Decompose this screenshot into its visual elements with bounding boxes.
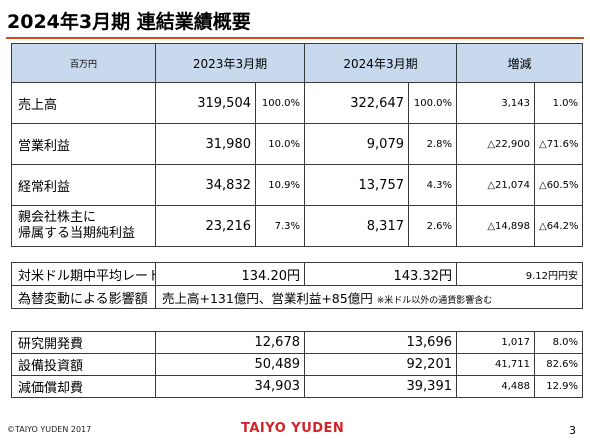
change-value: 1,017 xyxy=(456,331,535,354)
fy2023-value: 23,216 xyxy=(155,205,256,247)
fy2023-value: 34,903 xyxy=(155,375,305,398)
results-summary-table: 百万円 2023年3月期 2024年3月期 増減 売上高 319,504 100… xyxy=(11,43,584,247)
fy2023-header: 2023年3月期 xyxy=(155,43,305,83)
fy2024-value: 8,317 xyxy=(304,205,409,247)
change-value: 3,143 xyxy=(456,82,535,124)
page-title: 2024年3月期 連結業績概要 xyxy=(7,11,251,33)
fx-impact-text: 売上高+131億円、営業利益+85億円 xyxy=(162,290,373,306)
fy2023-ratio: 10.9% xyxy=(255,164,305,206)
table-header-row: 百万円 2023年3月期 2024年3月期 増減 xyxy=(11,43,584,83)
fy2024-ratio: 2.6% xyxy=(408,205,457,247)
fy2024-value: 322,647 xyxy=(304,82,409,124)
fy2024-header: 2024年3月期 xyxy=(304,43,457,83)
fx-impact-row: 為替変動による影響額 売上高+131億円、営業利益+85億円 ※米ドル以外の通貨… xyxy=(11,285,583,309)
change-percent: 12.9% xyxy=(534,375,583,398)
fx-rate-change: 9.12円円安 xyxy=(456,262,583,286)
change-percent: 1.0% xyxy=(533,82,584,124)
copyright-text: ©TAIYO YUDEN 2017 xyxy=(7,425,92,434)
table-row-capex: 設備投資額 50,489 92,201 41,711 82.6% xyxy=(11,353,583,376)
table-row-net-income: 親会社株主に 帰属する当期純利益 23,216 7.3% 8,317 2.6% … xyxy=(11,205,584,247)
fx-rate-row: 対米ドル期中平均レート 134.20円 143.32円 9.12円円安 xyxy=(11,262,583,286)
fy2024-ratio: 4.3% xyxy=(408,164,457,206)
fy2024-ratio: 2.8% xyxy=(408,123,457,165)
fx-rate-fy2024: 143.32円 xyxy=(304,262,457,286)
table-row-ordinary-income: 経常利益 34,832 10.9% 13,757 4.3% △21,074 △6… xyxy=(11,164,584,206)
fx-impact-note: ※米ドル以外の通貨影響含む xyxy=(376,295,493,306)
unit-header: 百万円 xyxy=(11,43,156,83)
fy2023-ratio: 7.3% xyxy=(255,205,305,247)
fy2023-value: 12,678 xyxy=(155,331,305,354)
change-value: 41,711 xyxy=(456,353,535,376)
change-value: △22,900 xyxy=(456,123,535,165)
row-label: 経常利益 xyxy=(11,164,156,206)
table-row-operating-income: 営業利益 31,980 10.0% 9,079 2.8% △22,900 △71… xyxy=(11,123,584,165)
table-row-rd-expense: 研究開発費 12,678 13,696 1,017 8.0% xyxy=(11,331,583,354)
fy2024-value: 39,391 xyxy=(304,375,457,398)
company-logo: TAIYO YUDEN xyxy=(241,421,345,436)
fy2023-value: 50,489 xyxy=(155,353,305,376)
fx-rate-label: 対米ドル期中平均レート xyxy=(11,262,156,286)
fx-impact-label: 為替変動による影響額 xyxy=(11,285,156,309)
fx-impact-cell: 売上高+131億円、営業利益+85億円 ※米ドル以外の通貨影響含む xyxy=(155,285,583,309)
fy2023-ratio: 100.0% xyxy=(255,82,305,124)
row-label: 減価償却費 xyxy=(11,375,156,398)
row-label: 研究開発費 xyxy=(11,331,156,354)
change-percent: △71.6% xyxy=(533,123,584,165)
page-number: 3 xyxy=(569,424,576,437)
change-percent: △60.5% xyxy=(533,164,584,206)
fy2024-value: 13,696 xyxy=(304,331,457,354)
change-header: 増減 xyxy=(455,43,584,83)
fy2023-value: 34,832 xyxy=(155,164,256,206)
change-percent: 8.0% xyxy=(534,331,583,354)
fy2023-value: 319,504 xyxy=(155,82,256,124)
table-row-depreciation: 減価償却費 34,903 39,391 4,488 12.9% xyxy=(11,375,583,398)
table-row-net-sales: 売上高 319,504 100.0% 322,647 100.0% 3,143 … xyxy=(11,82,584,124)
fx-table: 対米ドル期中平均レート 134.20円 143.32円 9.12円円安 為替変動… xyxy=(11,262,583,309)
fx-rate-fy2023: 134.20円 xyxy=(155,262,305,286)
title-underline xyxy=(6,37,584,39)
investment-table: 研究開発費 12,678 13,696 1,017 8.0% 設備投資額 50,… xyxy=(11,331,583,398)
change-value: △21,074 xyxy=(456,164,535,206)
change-value: 4,488 xyxy=(456,375,535,398)
fy2024-ratio: 100.0% xyxy=(408,82,457,124)
row-label: 売上高 xyxy=(11,82,156,124)
change-percent: 82.6% xyxy=(534,353,583,376)
row-label: 親会社株主に 帰属する当期純利益 xyxy=(11,205,156,247)
row-label: 営業利益 xyxy=(11,123,156,165)
change-percent: △64.2% xyxy=(533,205,584,247)
fy2024-value: 92,201 xyxy=(304,353,457,376)
fy2023-value: 31,980 xyxy=(155,123,256,165)
fy2024-value: 9,079 xyxy=(304,123,409,165)
fy2023-ratio: 10.0% xyxy=(255,123,305,165)
fy2024-value: 13,757 xyxy=(304,164,409,206)
change-value: △14,898 xyxy=(456,205,535,247)
row-label: 設備投資額 xyxy=(11,353,156,376)
